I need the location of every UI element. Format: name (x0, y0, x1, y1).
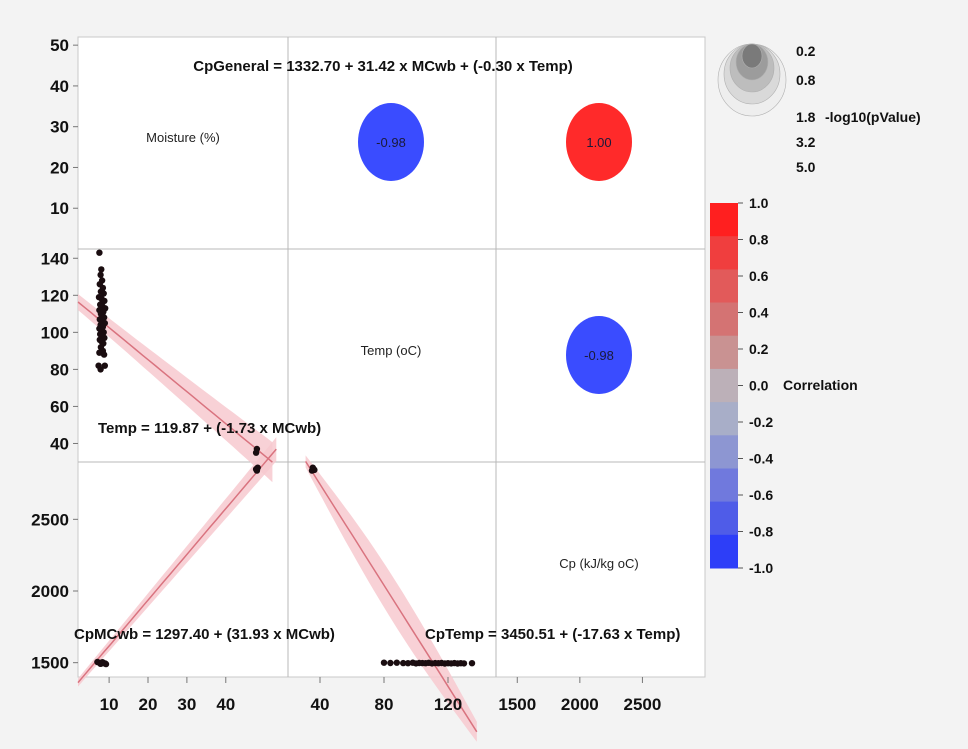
temp-moisture-point-0 (96, 249, 103, 256)
correlation-bubbles: -0.98 1.00 -0.98 (358, 103, 632, 394)
correlation-value-0: -0.98 (376, 135, 406, 150)
correlation-bubble-2 (566, 316, 632, 394)
correlation-legend-swatch-1 (710, 236, 738, 270)
correlation-legend-value-5: 0.0 (749, 378, 769, 394)
fit-lines (77, 301, 478, 733)
y-temp-tick-label-3: 100 (41, 323, 69, 342)
y-moisture-tick-label-0: 10 (50, 199, 69, 218)
correlation-legend-swatch-3 (710, 302, 738, 337)
correlation-legend-swatch-10 (710, 534, 738, 569)
cp-temp-point-5 (387, 659, 394, 667)
correlation-legend-swatch-7 (710, 435, 738, 469)
temp-moisture-point-37 (101, 362, 109, 369)
correlation-legend-swatch-0 (710, 203, 738, 237)
cp-temp-point-26 (468, 660, 476, 667)
y-temp-tick-label-5: 140 (41, 249, 69, 268)
variable-label-cp: Cp (kJ/kg oC) (559, 556, 638, 571)
temp-moisture-point-40 (252, 449, 260, 456)
y-temp-tick-label-4: 120 (41, 286, 69, 305)
correlation-legend-value-6: -0.2 (749, 414, 773, 430)
x-moisture-tick-label-0: 10 (100, 695, 119, 714)
x-temp-tick-label-0: 40 (311, 695, 330, 714)
cp-temp-point-6 (393, 659, 400, 666)
x-moisture-tick-label-3: 40 (216, 695, 235, 714)
fit-cp-moisture-line (77, 448, 277, 684)
y-moisture-tick-label-2: 30 (50, 118, 69, 137)
correlation-legend-swatch-9 (710, 501, 738, 536)
correlation-legend-value-2: 0.6 (749, 268, 769, 284)
temp-moisture-point-10 (101, 297, 108, 305)
correlation-legend-value-4: 0.2 (749, 341, 769, 357)
correlation-legend-value-3: 0.4 (749, 305, 769, 321)
x-cp-tick-label-1: 2000 (561, 695, 599, 714)
fit-cp-temp-line (304, 460, 478, 733)
correlation-legend-title: Correlation (783, 377, 858, 393)
x-moisture-tick-label-2: 30 (177, 695, 196, 714)
y-cp-tick-label-0: 1500 (31, 654, 69, 673)
variable-label-moisture: Moisture (%) (146, 130, 220, 145)
x-temp-tick-label-1: 80 (375, 695, 394, 714)
correlation-legend-value-10: -1.0 (749, 560, 773, 576)
y-cp-tick-label-1: 2000 (31, 582, 69, 601)
y-moisture-tick-label-3: 40 (50, 77, 69, 96)
pvalue-legend-value-2: 1.8 (796, 109, 816, 125)
variable-label-temp: Temp (oC) (361, 343, 422, 358)
pvalue-legend-title: -log10(pValue) (825, 109, 921, 125)
correlation-legend-swatch-4 (710, 335, 738, 370)
correlation-bubble-0 (358, 103, 424, 181)
pvalue-legend-rings (717, 43, 787, 117)
cp-temp-point-7 (400, 659, 407, 667)
cp-temp-point-8 (404, 660, 412, 667)
equation-cp-temp: CpTemp = 3450.51 + (-17.63 x Temp) (425, 626, 680, 643)
temp-moisture-point-1 (98, 266, 105, 273)
correlation-legend-value-1: 0.8 (749, 232, 769, 248)
axis-ticks: 10 20 30 40 50 40 60 80 100 120 140 1500 2000 2500 10 2… (31, 36, 661, 714)
correlation-legend-swatch-5 (710, 368, 738, 403)
temp-moisture-point-35 (100, 351, 108, 358)
correlation-legend-value-0: 1.0 (749, 195, 769, 211)
y-moisture-tick-label-4: 50 (50, 36, 69, 55)
cp-temp-point-3 (311, 466, 318, 474)
y-cp-tick-label-2: 2500 (31, 510, 69, 529)
correlation-value-1: 1.00 (586, 135, 611, 150)
pvalue-legend-value-4: 5.0 (796, 159, 816, 175)
equation-cp-general: CpGeneral = 1332.70 + 31.42 x MCwb + (-0… (193, 58, 572, 75)
equation-temp-mcwb: Temp = 119.87 + (-1.73 x MCwb) (98, 420, 321, 437)
temp-moisture-point-38 (97, 366, 104, 373)
x-moisture-tick-label-1: 20 (139, 695, 158, 714)
correlation-legend: Correlation 1.0 0.8 0.6 0.4 0.2 0.0 -0.2 -0.4 -0… (710, 195, 858, 576)
pvalue-legend-value-0: 0.2 (796, 43, 816, 59)
pvalue-legend-value-1: 0.8 (796, 72, 816, 88)
data-points (94, 249, 476, 668)
y-temp-tick-label-1: 60 (50, 397, 69, 416)
pvalue-legend-ring-4 (741, 43, 763, 69)
x-cp-tick-label-0: 1500 (498, 695, 536, 714)
correlation-legend-swatch-2 (710, 269, 738, 304)
correlation-legend-swatch-6 (710, 402, 738, 436)
correlation-bubble-1 (566, 103, 632, 181)
y-temp-tick-label-2: 80 (50, 360, 69, 379)
fit-temp-moisture-line (77, 301, 273, 463)
cp-temp-point-25 (460, 660, 468, 667)
correlation-value-2: -0.98 (584, 348, 614, 363)
cp-moisture-point-10 (254, 464, 261, 471)
x-temp-tick-label-2: 120 (434, 695, 462, 714)
temp-moisture-point-7 (100, 290, 107, 297)
correlation-legend-value-9: -0.8 (749, 524, 773, 540)
pvalue-legend-value-3: 3.2 (796, 134, 816, 150)
x-cp-tick-label-2: 2500 (624, 695, 662, 714)
temp-moisture-point-2 (97, 271, 104, 279)
cp-temp-point-4 (380, 659, 388, 666)
correlation-legend-value-8: -0.6 (749, 487, 773, 503)
y-temp-tick-label-0: 40 (50, 434, 69, 453)
cp-moisture-point-7 (99, 659, 106, 666)
equation-cp-mcwb: CpMCwb = 1297.40 + (31.93 x MCwb) (74, 626, 335, 643)
correlation-legend-swatch-8 (710, 468, 738, 503)
fit-cp-temp-band (305, 455, 477, 742)
pvalue-legend: 0.2 0.8 1.8 -log10(pValue) 3.2 5.0 (717, 43, 921, 175)
correlation-legend-value-7: -0.4 (749, 451, 773, 467)
y-moisture-tick-label-1: 20 (50, 158, 69, 177)
